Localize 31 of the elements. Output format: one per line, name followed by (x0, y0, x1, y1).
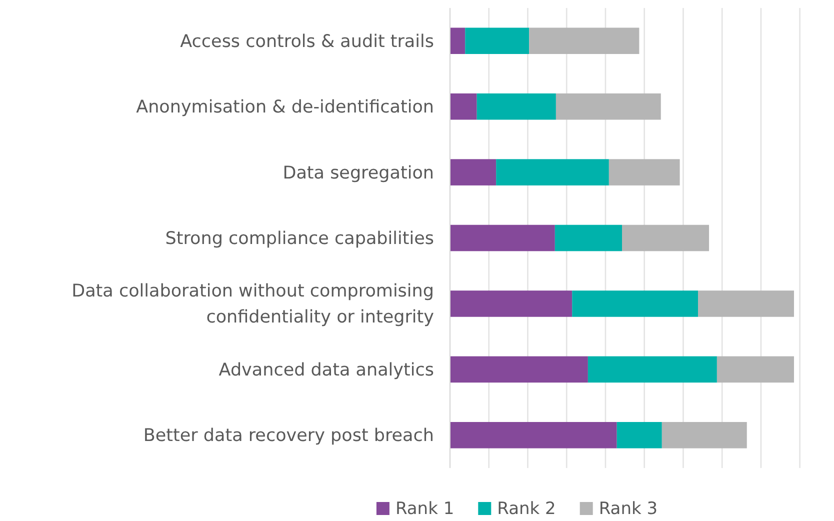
bar (556, 93, 661, 120)
bar (716, 356, 794, 383)
bar (450, 93, 477, 120)
bar (496, 159, 609, 186)
y-tick-label: Data collaboration without compromising confidentiality or integrity (72, 282, 434, 328)
y-tick-label: Access controls & audit trails (180, 32, 434, 52)
bar (554, 224, 622, 252)
bar (465, 28, 530, 54)
bar (450, 356, 588, 383)
legend-label: Rank 3 (598, 499, 658, 519)
bar (450, 422, 617, 448)
bar (450, 290, 572, 317)
bar (450, 28, 466, 54)
bar (588, 356, 717, 383)
bar (698, 290, 794, 317)
legend-label: Rank 2 (497, 499, 556, 519)
bar (450, 224, 555, 252)
legend-label: Rank 1 (395, 499, 454, 519)
bar (616, 422, 662, 448)
bar (572, 290, 698, 317)
bar (622, 224, 710, 252)
bar (529, 28, 640, 54)
bar (476, 93, 556, 120)
bar (450, 159, 496, 186)
y-tick-label: Strong compliance capabilities (165, 229, 434, 249)
bar (608, 159, 680, 186)
y-tick-label: Data segregation (282, 163, 434, 184)
y-tick-label: Advanced data analytics (218, 360, 434, 380)
y-tick-label: Better data recovery post breach (143, 426, 434, 446)
bar (662, 422, 747, 448)
y-tick-label: Anonymisation & de-identification (136, 98, 434, 118)
